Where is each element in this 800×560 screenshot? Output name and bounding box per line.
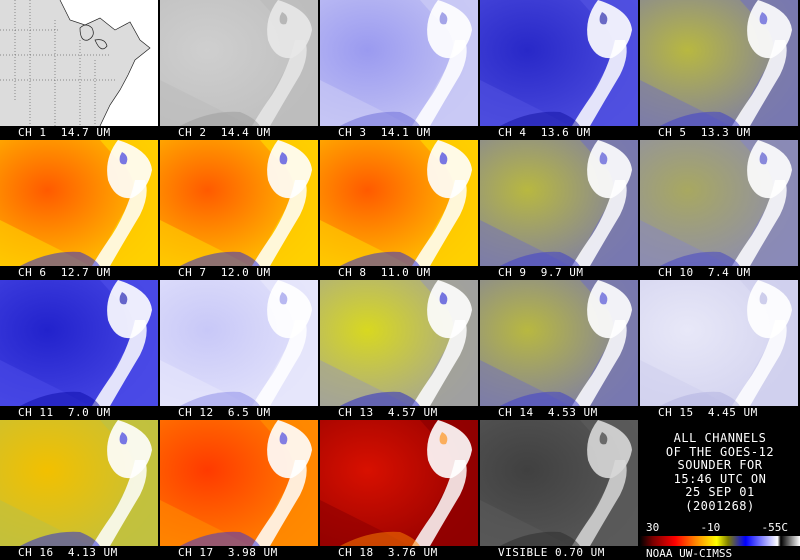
info-line: 15:46 UTC ON	[673, 471, 767, 486]
channel-panel: CH 5 13.3 UM	[640, 0, 798, 140]
info-text: ALL CHANNELS OF THE GOES-12 SOUNDER FOR …	[640, 431, 800, 513]
channel-panel: CH 4 13.6 UM	[480, 0, 638, 140]
channel-image	[320, 280, 478, 406]
channel-label: CH 16 4.13 UM	[0, 546, 158, 560]
info-line: 25 SEP 01	[685, 485, 755, 499]
channel-panel: CH 8 11.0 UM	[320, 140, 478, 280]
channel-label: CH 17 3.98 UM	[160, 546, 318, 560]
channel-label: CH 8 11.0 UM	[320, 266, 478, 280]
channel-image	[640, 280, 798, 406]
channel-panel: CH 12 6.5 UM	[160, 280, 318, 420]
channel-panel: CH 13 4.57 UM	[320, 280, 478, 420]
channel-label: CH 14 4.53 UM	[480, 406, 638, 420]
channel-label: CH 1 14.7 UM	[0, 126, 158, 140]
channel-image	[640, 140, 798, 266]
channel-image	[160, 140, 318, 266]
channel-panel: CH 15 4.45 UM	[640, 280, 798, 420]
channel-panel: CH 2 14.4 UM	[160, 0, 318, 140]
channel-panel: CH 10 7.4 UM	[640, 140, 798, 280]
channel-image	[320, 0, 478, 126]
channel-label: VISIBLE 0.70 UM	[480, 546, 638, 560]
channel-panel: CH 9 9.7 UM	[480, 140, 638, 280]
channel-label: CH 9 9.7 UM	[480, 266, 638, 280]
channel-panel: CH 6 12.7 UM	[0, 140, 158, 280]
colorbar-label-cold: -55C	[761, 521, 789, 534]
channel-panel: CH 16 4.13 UM	[0, 420, 158, 560]
channel-image	[160, 0, 318, 126]
channel-label: CH 12 6.5 UM	[160, 406, 318, 420]
channel-panel: VISIBLE 0.70 UM	[480, 420, 638, 560]
info-line: ALL CHANNELS	[673, 431, 767, 445]
colorbar-label-warm: 30	[646, 521, 660, 534]
channel-image	[160, 420, 318, 546]
channel-label: CH 7 12.0 UM	[160, 266, 318, 280]
channel-panel: CH 18 3.76 UM	[320, 420, 478, 560]
channel-label: CH 13 4.57 UM	[320, 406, 478, 420]
channel-panel: CH 14 4.53 UM	[480, 280, 638, 420]
channel-image	[0, 420, 158, 546]
channel-image	[0, 140, 158, 266]
channel-image	[320, 140, 478, 266]
channel-label: CH 3 14.1 UM	[320, 126, 478, 140]
channel-image	[160, 280, 318, 406]
temperature-colorbar	[640, 536, 800, 546]
channel-image	[480, 420, 638, 546]
channel-image	[0, 280, 158, 406]
credit-label: NOAA UW-CIMSS	[646, 547, 733, 560]
info-line: OF THE GOES-12	[665, 444, 775, 459]
channel-label: CH 11 7.0 UM	[0, 406, 158, 420]
channel-panel: CH 1 14.7 UM	[0, 0, 158, 140]
channel-image	[0, 0, 158, 126]
channel-panel: CH 3 14.1 UM	[320, 0, 478, 140]
channel-panel: CH 11 7.0 UM	[0, 280, 158, 420]
channel-label: CH 6 12.7 UM	[0, 266, 158, 280]
channel-image	[640, 0, 798, 126]
channel-label: CH 2 14.4 UM	[160, 126, 318, 140]
info-panel: ALL CHANNELS OF THE GOES-12 SOUNDER FOR …	[640, 420, 800, 560]
channel-label: CH 5 13.3 UM	[640, 126, 798, 140]
channel-image	[480, 0, 638, 126]
channel-label: CH 4 13.6 UM	[480, 126, 638, 140]
info-line: (2001268)	[685, 498, 755, 513]
channel-image	[480, 140, 638, 266]
colorbar-label-mid: -10	[700, 521, 721, 534]
colorbar-labels: 30 -10 -55C	[646, 521, 796, 534]
channel-label: CH 10 7.4 UM	[640, 266, 798, 280]
info-line: SOUNDER FOR	[677, 458, 763, 472]
channel-image	[480, 280, 638, 406]
channel-label: CH 15 4.45 UM	[640, 406, 798, 420]
channel-label: CH 18 3.76 UM	[320, 546, 478, 560]
channel-panel: CH 7 12.0 UM	[160, 140, 318, 280]
channel-image	[320, 420, 478, 546]
channel-panel: CH 17 3.98 UM	[160, 420, 318, 560]
